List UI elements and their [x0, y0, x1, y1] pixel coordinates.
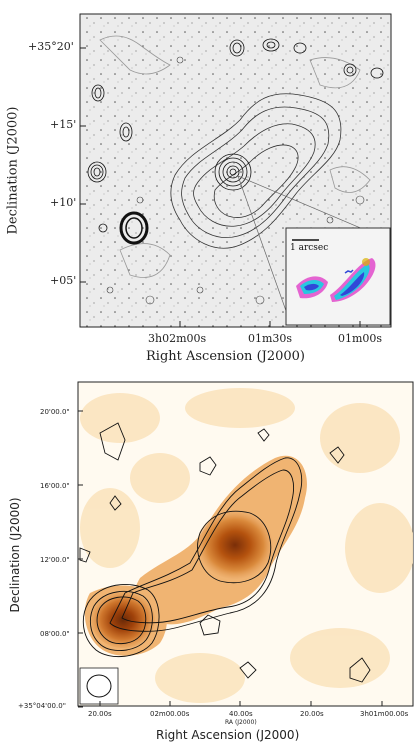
bottom-y-tick-16: 16'00.0"	[40, 482, 70, 490]
beam-box	[79, 667, 119, 705]
bottom-y-tick-20: 20'00.0"	[40, 408, 70, 416]
bottom-x-tick-3: 40.00s	[229, 710, 253, 718]
point-source-contours	[87, 38, 384, 233]
bottom-y-tick-04: +35°04'00.0"	[18, 702, 66, 710]
bottom-contours	[79, 422, 371, 683]
bottom-x-tick-2: 02m00.00s	[150, 710, 190, 718]
bottom-x-axis-label: Right Ascension (J2000)	[156, 728, 300, 742]
y-tick-05: +05'	[50, 274, 77, 287]
bottom-y-axis-label: Declination (J2000)	[8, 497, 22, 613]
x-tick-01m30s: 01m30s	[248, 332, 293, 345]
x-tick-01m00s: 01m00s	[338, 332, 383, 345]
bottom-x-tick-5: 3h01m00.00s	[360, 710, 409, 718]
left-compact-core	[91, 592, 155, 648]
radio-contour-map: 1 arcsec	[79, 13, 392, 328]
compact-source-ring	[119, 211, 149, 245]
y-tick-20: +35°20'	[28, 40, 74, 53]
top-panel: 1 arcsec +35°20' +15' +10' +05' 3h02m00s…	[0, 0, 415, 370]
inset-scale-label: 1 arcsec	[290, 243, 328, 253]
bottom-x-tick-1: 20.00s	[88, 710, 112, 718]
heatmap-contour-map	[77, 381, 414, 708]
y-tick-15: +15'	[50, 118, 77, 131]
beam-ellipse	[86, 674, 112, 698]
core-contours	[214, 153, 252, 191]
x-tick-3h02m00s: 3h02m00s	[148, 332, 207, 345]
y-tick-10: +10'	[50, 196, 77, 209]
bottom-x-sublabel: RA (J2000)	[225, 719, 257, 726]
y-axis-label: Declination (J2000)	[5, 106, 21, 235]
extended-source-contours	[170, 93, 342, 249]
bottom-x-tick-4: 20.00s	[300, 710, 324, 718]
x-axis-label: Right Ascension (J2000)	[146, 349, 306, 364]
inset-vlbi-image: 1 arcsec	[285, 227, 391, 326]
bottom-y-tick-12: 12'00.0"	[40, 556, 70, 564]
bottom-y-tick-08: 08'00.0"	[40, 630, 70, 638]
bottom-panel: 20'00.0" 16'00.0" 12'00.0" 08'00.0" +35°…	[0, 378, 415, 747]
